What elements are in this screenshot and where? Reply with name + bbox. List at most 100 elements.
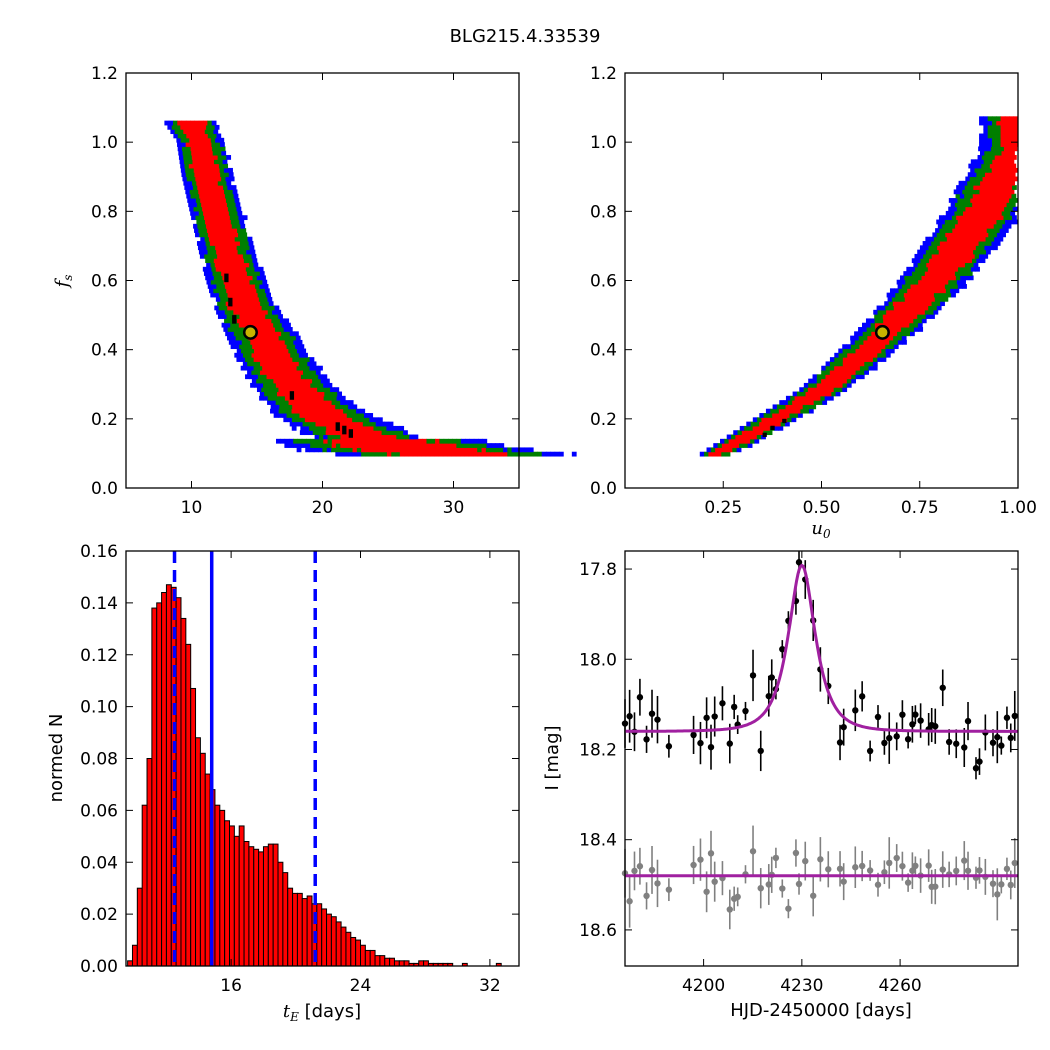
heatmap-cell <box>759 413 765 418</box>
heatmap-cell <box>304 408 310 414</box>
histogram-bar <box>233 835 240 967</box>
heatmap-cell <box>316 413 322 418</box>
heatmap-cell <box>806 404 812 410</box>
heatmap-cell <box>805 400 810 405</box>
residual-point <box>648 866 656 874</box>
heatmap-cell <box>298 361 304 367</box>
heatmap-cell <box>282 408 288 414</box>
heatmap-cell <box>194 133 200 139</box>
heatmap-cell <box>198 228 204 233</box>
heatmap-cell <box>954 288 960 294</box>
heatmap-cell <box>752 417 758 423</box>
heatmap-cell <box>787 408 793 414</box>
heatmap-cell <box>364 425 370 431</box>
heatmap-cell <box>979 189 985 195</box>
heatmap-cell <box>820 395 826 401</box>
heatmap-cell <box>859 374 865 380</box>
heatmap-cell <box>951 275 957 281</box>
heatmap-cell <box>1002 193 1008 199</box>
heatmap-cell <box>236 292 241 298</box>
heatmap-cell <box>217 150 222 156</box>
heatmap-cell <box>929 236 935 242</box>
heatmap-cell <box>232 315 237 324</box>
heatmap-cell <box>957 253 963 259</box>
heatmap-cell <box>917 275 923 281</box>
heatmap-cell <box>896 279 902 285</box>
heatmap-cell <box>550 451 556 457</box>
histogram-bar <box>204 773 211 967</box>
heatmap-cell <box>234 352 240 358</box>
heatmap-cell <box>1008 176 1014 182</box>
heatmap-cell <box>187 198 193 203</box>
heatmap-cell <box>365 451 371 457</box>
heatmap-cell <box>229 249 234 255</box>
heatmap-cell <box>908 275 914 281</box>
heatmap-cell <box>223 292 228 298</box>
heatmap-cell <box>299 387 305 393</box>
data-point <box>795 559 803 566</box>
heatmap-cell <box>305 365 310 371</box>
heatmap-cell <box>199 146 204 152</box>
heatmap-cell <box>921 249 927 255</box>
heatmap-cell <box>313 417 319 423</box>
residual-point <box>654 880 661 887</box>
heatmap-cell <box>292 374 298 380</box>
heatmap-cell <box>399 451 405 457</box>
heatmap-cell <box>905 331 911 337</box>
histogram-bar <box>277 861 284 967</box>
heatmap-cell <box>225 331 231 337</box>
heatmap-cell <box>854 339 860 345</box>
heatmap-cell <box>304 417 310 423</box>
heatmap-cell <box>743 434 749 440</box>
heatmap-cell <box>980 202 986 208</box>
heatmap-cell <box>364 430 370 436</box>
heatmap-cell <box>762 432 767 437</box>
heatmap-cell <box>987 116 993 122</box>
heatmap-cell <box>868 348 874 354</box>
heatmap-cell <box>863 335 868 341</box>
heatmap-cell <box>295 344 300 350</box>
heatmap-cell <box>951 292 956 298</box>
heatmap-cell <box>204 215 209 221</box>
heatmap-cell <box>977 155 983 160</box>
heatmap-cell <box>895 292 901 298</box>
heatmap-cell <box>409 438 415 444</box>
heatmap-cell <box>176 137 182 143</box>
heatmap-cell <box>235 202 241 208</box>
heatmap-cell <box>391 447 397 453</box>
heatmap-cell <box>880 344 886 350</box>
heatmap-cell <box>374 451 379 457</box>
heatmap-cell <box>338 408 344 414</box>
heatmap-cell <box>800 408 806 414</box>
heatmap-cell <box>494 447 500 453</box>
heatmap-cell <box>723 447 729 453</box>
heatmap-cell <box>923 266 929 272</box>
heatmap-cell <box>983 219 989 225</box>
heatmap-cell <box>717 443 723 448</box>
heatmap-cell <box>983 159 989 165</box>
heatmap-cell <box>186 150 192 156</box>
heatmap-cell <box>969 215 974 221</box>
heatmap-cell <box>216 215 222 221</box>
heatmap-cell <box>996 133 1002 139</box>
heatmap-cell <box>1007 185 1013 190</box>
heatmap-cell <box>292 404 297 410</box>
heatmap-cell <box>961 253 967 259</box>
heatmap-cell <box>222 202 228 208</box>
heatmap-cell <box>905 301 911 307</box>
heatmap-cell <box>978 241 984 246</box>
heatmap-cell <box>240 279 246 285</box>
heatmap-cell <box>974 167 980 173</box>
heatmap-cell <box>404 438 410 444</box>
histogram-bar <box>423 960 429 967</box>
heatmap-cell <box>909 322 915 328</box>
heatmap-cell <box>862 322 867 328</box>
heatmap-cell <box>957 241 962 246</box>
heatmap-cell <box>983 120 989 126</box>
heatmap-cell <box>186 146 192 152</box>
heatmap-cell <box>907 309 913 315</box>
heatmap-cell <box>273 352 278 358</box>
heatmap-cell <box>194 120 200 126</box>
heatmap-cell <box>339 425 344 431</box>
heatmap-cell <box>370 438 376 444</box>
